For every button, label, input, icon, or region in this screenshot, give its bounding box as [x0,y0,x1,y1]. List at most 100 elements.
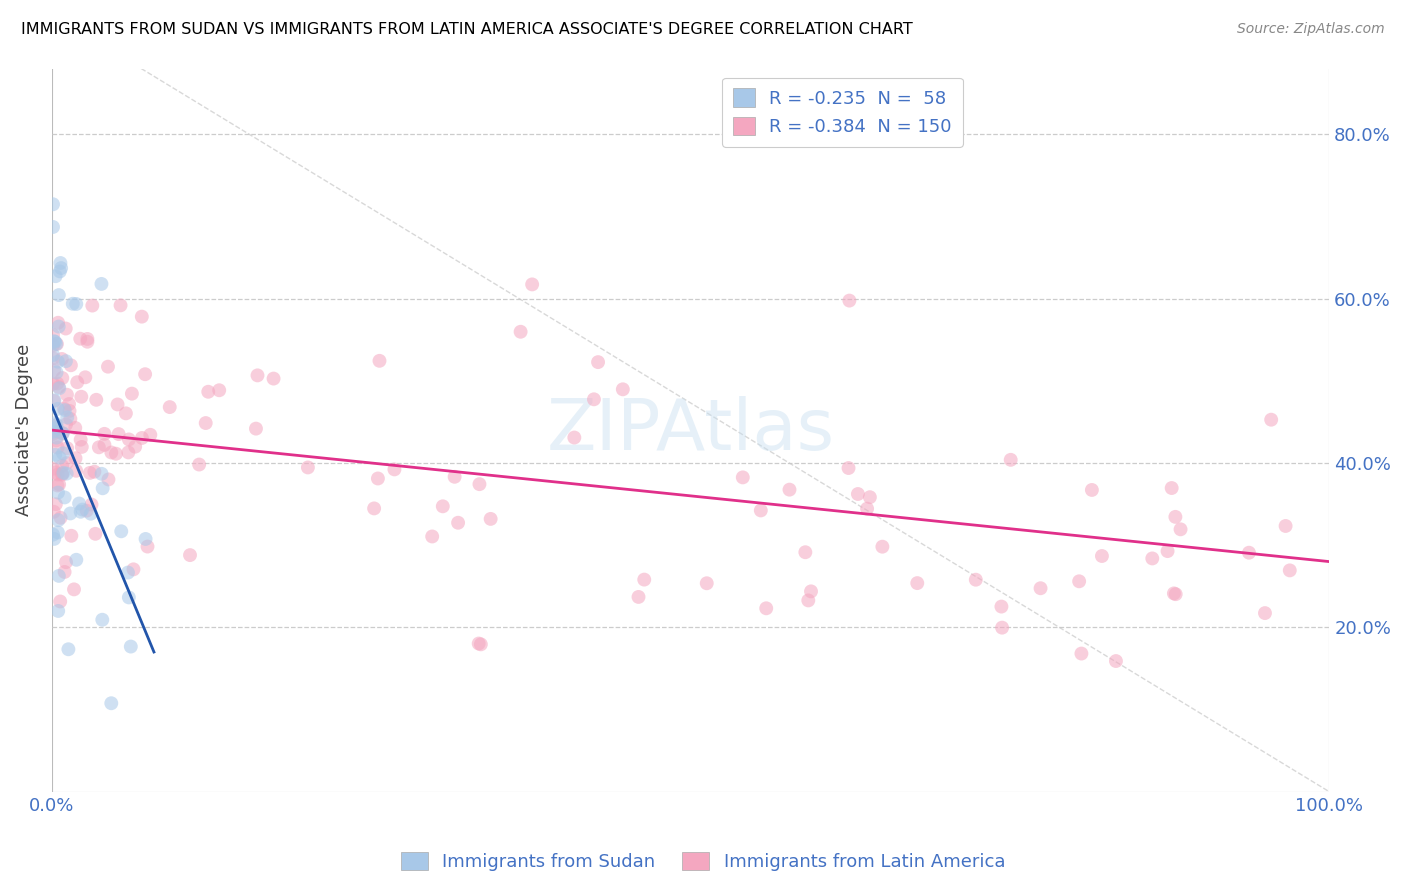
Point [51,467,73,482]
Point [1260,413,1282,427]
Point [838,461,860,475]
Point [45,269,67,284]
Point [633,573,655,587]
Point [562,431,585,445]
Point [117,445,139,459]
Point [194,416,217,430]
Point [49,264,72,278]
Point [838,293,860,308]
Text: IMMIGRANTS FROM SUDAN VS IMMIGRANTS FROM LATIN AMERICA ASSOCIATE'S DEGREE CORREL: IMMIGRANTS FROM SUDAN VS IMMIGRANTS FROM… [21,22,912,37]
Point [42,425,65,439]
Point [696,576,718,591]
Point [117,566,139,580]
Point [1278,563,1301,577]
Point [46,467,69,482]
Point [1000,452,1022,467]
Point [42,219,65,234]
Point [42,394,65,409]
Point [91,481,114,495]
Point [52,401,75,416]
Point [84,392,107,407]
Point [69,505,91,519]
Point [58,404,80,418]
Point [76,332,98,346]
Point [48,450,70,465]
Y-axis label: Associate's Degree: Associate's Degree [15,344,32,516]
Point [44,532,66,546]
Point [59,412,82,426]
Point [468,477,491,491]
Point [115,406,138,420]
Point [208,383,231,397]
Point [46,604,69,618]
Point [63,582,86,597]
Point [46,525,69,540]
Point [46,316,69,330]
Point [46,441,69,455]
Point [135,532,157,546]
Point [107,427,129,442]
Point [432,500,454,514]
Point [118,591,141,605]
Point [60,529,83,543]
Point [69,332,91,346]
Point [131,310,153,324]
Point [76,503,98,517]
Point [42,426,65,441]
Point [197,384,219,399]
Point [58,642,80,657]
Point [80,507,103,521]
Point [384,462,406,476]
Point [1156,544,1178,558]
Point [45,366,67,380]
Point [520,277,543,292]
Point [749,503,772,517]
Point [110,524,132,539]
Point [42,338,65,352]
Point [121,386,143,401]
Point [82,299,104,313]
Point [45,497,67,511]
Point [55,467,77,481]
Point [905,576,928,591]
Point [45,337,67,351]
Point [1163,586,1185,600]
Point [990,599,1012,614]
Legend: Immigrants from Sudan, Immigrants from Latin America: Immigrants from Sudan, Immigrants from L… [394,845,1012,879]
Point [263,371,285,385]
Point [53,565,76,579]
Point [44,466,66,480]
Point [76,334,98,349]
Point [1029,581,1052,595]
Point [159,400,181,414]
Point [797,593,820,607]
Point [48,477,70,491]
Point [55,456,77,470]
Point [120,640,142,654]
Point [97,473,120,487]
Point [124,440,146,454]
Point [65,451,87,466]
Point [134,368,156,382]
Point [48,425,70,439]
Point [872,540,894,554]
Point [53,491,76,505]
Point [51,351,73,366]
Point [62,297,84,311]
Point [443,470,465,484]
Point [51,371,73,385]
Point [246,368,269,383]
Point [42,334,65,348]
Point [846,487,869,501]
Point [110,298,132,312]
Point [1142,551,1164,566]
Point [991,621,1014,635]
Point [49,510,72,524]
Point [42,505,65,519]
Point [46,478,69,492]
Point [42,461,65,475]
Point [70,390,93,404]
Point [136,540,159,554]
Point [69,433,91,447]
Point [420,529,443,543]
